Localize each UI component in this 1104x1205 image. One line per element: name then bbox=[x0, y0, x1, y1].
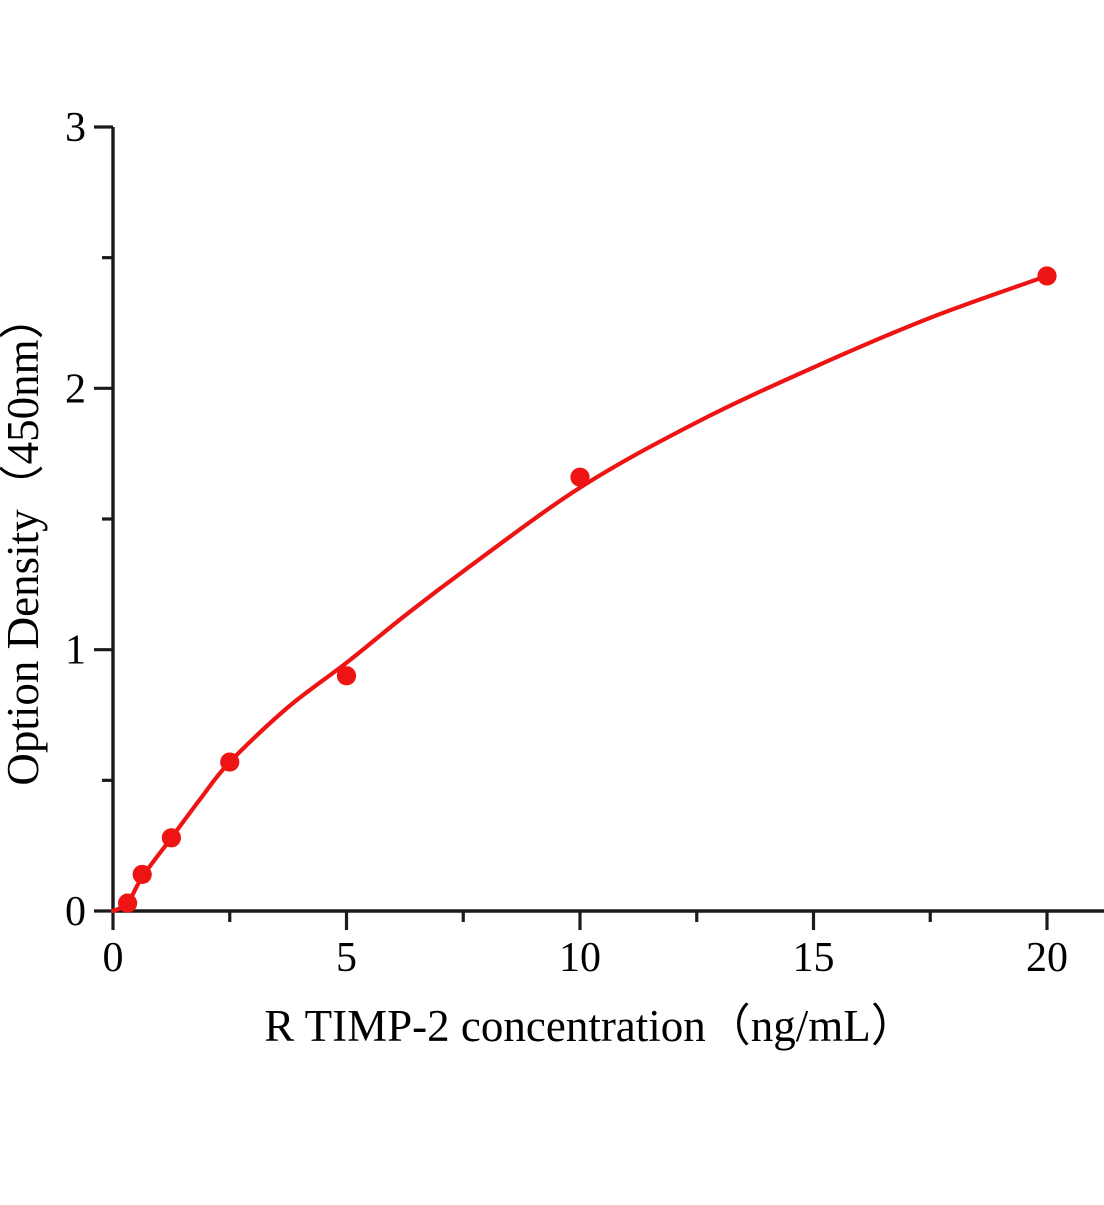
x-tick-label: 15 bbox=[793, 935, 835, 981]
data-point-marker bbox=[161, 828, 181, 848]
x-tick-label: 0 bbox=[103, 935, 124, 981]
fit-curve-line bbox=[110, 273, 1050, 914]
x-tick-label: 20 bbox=[1026, 935, 1068, 981]
y-axis-title: Option Density（450nm） bbox=[0, 294, 48, 785]
y-tick-label: 0 bbox=[65, 889, 86, 935]
data-points bbox=[117, 266, 1057, 913]
data-point-marker bbox=[220, 752, 240, 772]
data-point-marker bbox=[336, 666, 357, 686]
y-tick-label: 1 bbox=[65, 628, 86, 674]
data-point-marker bbox=[117, 893, 138, 913]
y-tick-label: 2 bbox=[65, 366, 86, 412]
data-point-marker bbox=[1037, 266, 1057, 286]
x-tick-label: 5 bbox=[336, 935, 357, 981]
y-tick-labels: 0 1 2 3 bbox=[65, 105, 86, 935]
axis-ticks bbox=[94, 125, 1049, 930]
x-tick-label: 10 bbox=[559, 935, 601, 981]
y-tick-label: 3 bbox=[65, 105, 86, 151]
data-point-marker bbox=[570, 467, 590, 487]
data-point-marker bbox=[132, 864, 152, 885]
x-axis-title: R TIMP-2 concentration（ng/mL） bbox=[264, 1001, 916, 1051]
fit-curve bbox=[110, 273, 1050, 914]
x-tick-labels: 0 5 10 15 20 bbox=[103, 935, 1069, 981]
